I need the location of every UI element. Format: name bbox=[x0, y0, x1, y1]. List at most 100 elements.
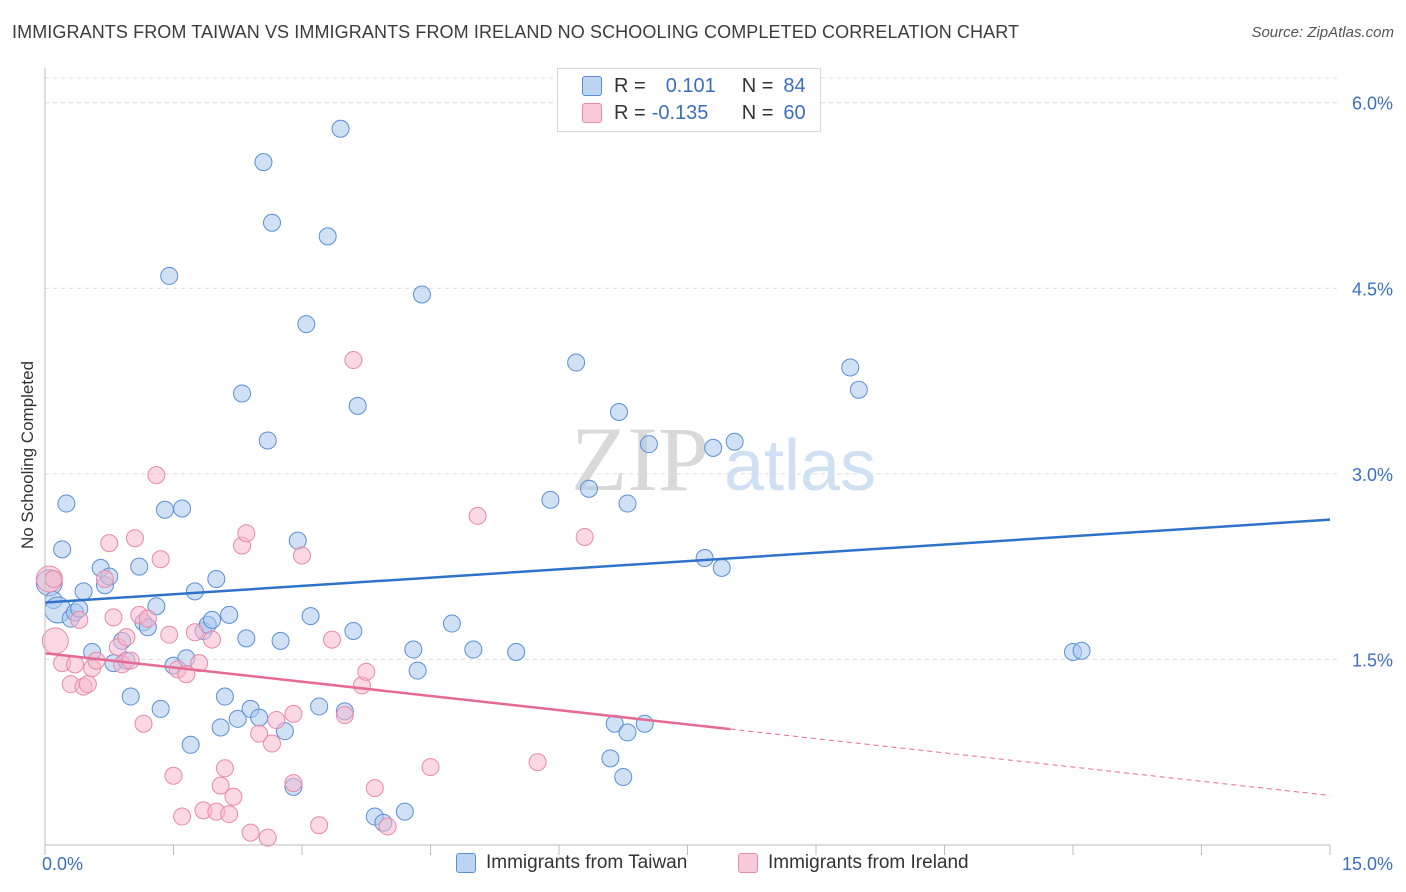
taiwan-point bbox=[412, 285, 431, 304]
y-tick-label: 6.0% bbox=[1352, 94, 1393, 114]
bottom-legend-ireland[interactable]: Immigrants from Ireland bbox=[738, 852, 969, 874]
bottom-legend-taiwan[interactable]: Immigrants from Taiwan bbox=[456, 852, 687, 874]
taiwan-point bbox=[348, 396, 367, 415]
ireland-point bbox=[44, 570, 63, 589]
taiwan-legend-label: Immigrants from Taiwan bbox=[486, 852, 688, 873]
ireland-point bbox=[258, 828, 277, 847]
taiwan-point bbox=[601, 749, 620, 768]
ireland-point bbox=[173, 807, 192, 826]
ireland-point bbox=[284, 704, 303, 723]
ireland-point bbox=[147, 466, 166, 485]
ireland-point bbox=[203, 630, 222, 649]
ireland-point bbox=[365, 779, 384, 798]
taiwan-point bbox=[220, 605, 239, 624]
ireland-point bbox=[78, 675, 97, 694]
taiwan-point bbox=[258, 431, 277, 450]
ireland-point bbox=[164, 766, 183, 785]
ireland-point bbox=[284, 774, 303, 793]
ireland-point bbox=[100, 534, 119, 553]
ireland-point bbox=[41, 627, 69, 655]
taiwan-point bbox=[618, 723, 637, 742]
y-tick-label: 3.0% bbox=[1352, 465, 1393, 485]
ireland-point bbox=[134, 714, 153, 733]
taiwan-point bbox=[507, 643, 526, 662]
ireland-legend-swatch bbox=[738, 853, 758, 873]
ireland-point bbox=[185, 623, 204, 642]
taiwan-point bbox=[695, 548, 714, 567]
ireland-trend-line bbox=[44, 652, 731, 731]
ireland-point bbox=[215, 759, 234, 778]
taiwan-point bbox=[271, 631, 290, 650]
ireland-point bbox=[310, 816, 329, 835]
taiwan-point bbox=[841, 358, 860, 377]
ireland-point bbox=[468, 506, 487, 525]
taiwan-point bbox=[151, 699, 170, 718]
taiwan-point bbox=[1072, 641, 1091, 660]
taiwan-point bbox=[344, 621, 363, 640]
taiwan-point bbox=[567, 353, 586, 372]
x-tick-label-max: 15.0% bbox=[1342, 854, 1393, 874]
taiwan-point bbox=[215, 687, 234, 706]
ireland-point bbox=[160, 625, 179, 644]
taiwan-point bbox=[250, 708, 269, 727]
ireland-point bbox=[322, 630, 341, 649]
ireland-point bbox=[575, 527, 594, 546]
ireland-swatch bbox=[582, 103, 602, 123]
ireland-point bbox=[267, 711, 286, 730]
ireland-point bbox=[70, 610, 89, 629]
ireland-point bbox=[211, 776, 230, 795]
trend-layer bbox=[44, 518, 1331, 797]
ireland-point bbox=[335, 706, 354, 725]
ireland-point bbox=[224, 787, 243, 806]
source-label[interactable]: Source: ZipAtlas.com bbox=[1251, 24, 1394, 41]
taiwan-point bbox=[639, 435, 658, 454]
taiwan-point bbox=[609, 403, 628, 422]
taiwan-point bbox=[579, 479, 598, 498]
taiwan-point bbox=[318, 227, 337, 246]
ireland-point bbox=[95, 570, 114, 589]
ireland-point bbox=[528, 753, 547, 772]
taiwan-point bbox=[147, 597, 166, 616]
ireland-n-value: 60 bbox=[783, 101, 806, 124]
ireland-point bbox=[241, 823, 260, 842]
taiwan-trend-line bbox=[44, 518, 1331, 604]
ireland-r-value: -0.135 bbox=[651, 101, 709, 124]
chart-title: IMMIGRANTS FROM TAIWAN VS IMMIGRANTS FRO… bbox=[12, 22, 1020, 42]
ireland-point bbox=[250, 724, 269, 743]
y-tick-label: 4.5% bbox=[1352, 279, 1393, 299]
taiwan-point bbox=[121, 687, 140, 706]
taiwan-point bbox=[207, 570, 226, 589]
taiwan-point bbox=[704, 438, 723, 457]
taiwan-point bbox=[297, 315, 316, 334]
taiwan-point bbox=[712, 558, 731, 577]
ireland-point bbox=[190, 654, 209, 673]
taiwan-point bbox=[173, 499, 192, 518]
legend-row-ireland: R = -0.135 N = 60 bbox=[582, 100, 806, 126]
ireland-point bbox=[293, 546, 311, 565]
legend-row-taiwan: R = 0.101 N = 84 bbox=[582, 73, 806, 99]
taiwan-point bbox=[331, 119, 350, 138]
taiwan-legend-swatch bbox=[456, 853, 476, 873]
ireland-point bbox=[138, 609, 157, 628]
taiwan-point bbox=[263, 213, 282, 232]
taiwan-point bbox=[211, 718, 230, 737]
ireland-point bbox=[104, 608, 123, 627]
ireland-point bbox=[421, 758, 440, 777]
taiwan-swatch bbox=[582, 76, 602, 96]
taiwan-point bbox=[618, 494, 637, 513]
taiwan-point bbox=[614, 767, 633, 786]
taiwan-n-value: 84 bbox=[783, 74, 806, 97]
taiwan-point bbox=[203, 610, 222, 629]
ireland-point bbox=[263, 734, 282, 753]
ireland-point bbox=[344, 351, 363, 370]
taiwan-point bbox=[53, 540, 72, 559]
taiwan-point bbox=[155, 500, 174, 519]
points-layer bbox=[35, 119, 1091, 847]
taiwan-point bbox=[725, 432, 744, 451]
taiwan-point bbox=[408, 661, 427, 680]
ireland-point bbox=[117, 628, 136, 647]
axis-layer: 1.5% 3.0% 4.5% 6.0% 0.0% 15.0% bbox=[42, 68, 1393, 874]
taiwan-point bbox=[130, 557, 149, 576]
taiwan-point bbox=[233, 384, 252, 403]
